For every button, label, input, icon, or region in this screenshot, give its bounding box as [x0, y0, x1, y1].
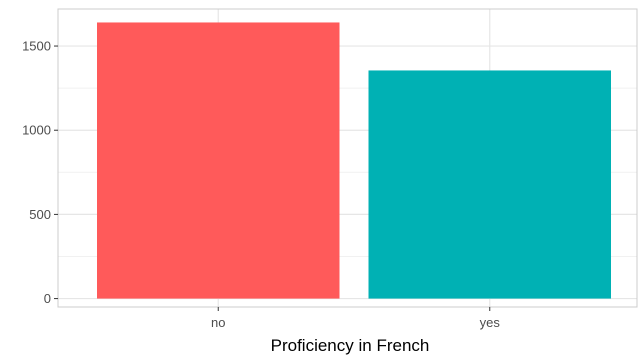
- y-tick-label: 1500: [22, 39, 51, 54]
- bar-yes: [368, 70, 611, 299]
- y-tick-label: 500: [29, 207, 51, 222]
- panel-border: [57, 8, 638, 308]
- bar-no: [97, 22, 340, 299]
- x-axis-title: Proficiency in French: [271, 336, 430, 355]
- bars: [97, 22, 611, 299]
- x-tick-label-yes: yes: [480, 315, 501, 330]
- x-tick-label-no: no: [211, 315, 225, 330]
- axes: 0 500 1000 1500 no yes: [22, 8, 638, 330]
- y-tick-label: 0: [44, 291, 51, 306]
- y-tick-label: 1000: [22, 123, 51, 138]
